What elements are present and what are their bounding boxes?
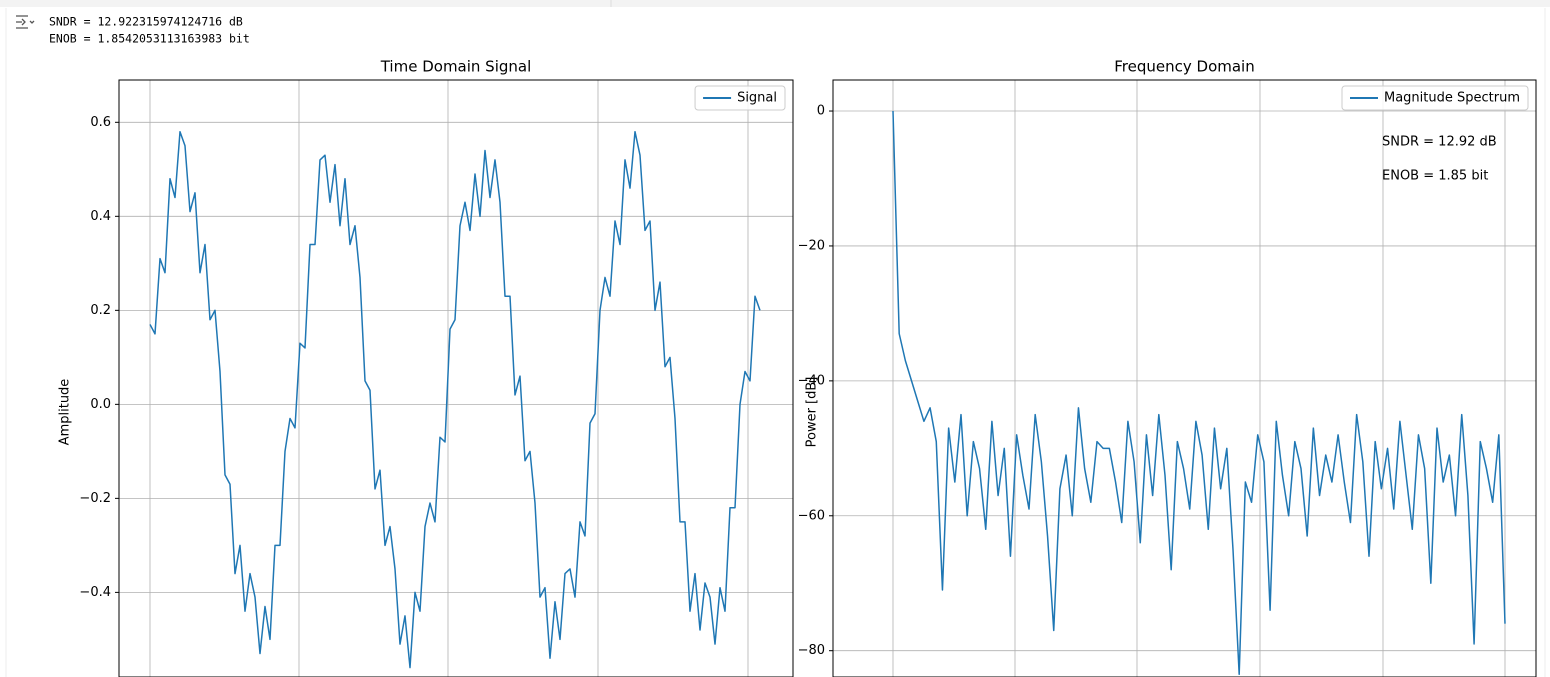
output-icon[interactable] — [16, 15, 35, 29]
output-icon-caret — [29, 20, 35, 24]
plot-frame — [832, 79, 1537, 677]
y-axis-label: Amplitude — [58, 379, 73, 446]
data-line — [149, 130, 761, 669]
legend-box — [1341, 85, 1529, 111]
y-tick-label: −60 — [798, 508, 825, 523]
y-tick-label: −20 — [798, 238, 825, 253]
data-line — [892, 111, 1506, 676]
annotation: ENOB = 1.85 bit — [1382, 169, 1488, 184]
output-icon-glyph — [16, 15, 28, 29]
plot-frame — [118, 79, 794, 677]
legend-label: Magnitude Spectrum — [1384, 91, 1520, 106]
y-tick-label: −40 — [798, 373, 825, 388]
y-tick-label: −0.4 — [79, 585, 111, 600]
y-tick-label: −80 — [798, 643, 825, 658]
y-tick-label: −0.2 — [79, 491, 111, 506]
y-axis-label: Power [dB] — [805, 377, 820, 448]
y-tick-label: 0.4 — [90, 209, 111, 224]
annotation: SNDR = 12.92 dB — [1382, 135, 1497, 150]
legend-box — [694, 85, 786, 111]
chart-title: Frequency Domain — [1114, 58, 1254, 76]
legend-label: Signal — [737, 91, 777, 106]
output-text: SNDR = 12.922315974124716 dB — [49, 15, 243, 29]
y-tick-label: 0.2 — [90, 303, 111, 318]
legend: Magnitude Spectrum — [1341, 85, 1529, 111]
y-tick-label: 0.6 — [90, 115, 111, 130]
chart-title: Time Domain Signal — [380, 58, 532, 76]
y-tick-label: 0 — [817, 104, 825, 119]
legend: Signal — [694, 85, 786, 111]
output-text: ENOB = 1.8542053113163983 bit — [49, 32, 250, 46]
cell-toolbar — [0, 0, 1550, 7]
y-tick-label: 0.0 — [90, 397, 111, 412]
